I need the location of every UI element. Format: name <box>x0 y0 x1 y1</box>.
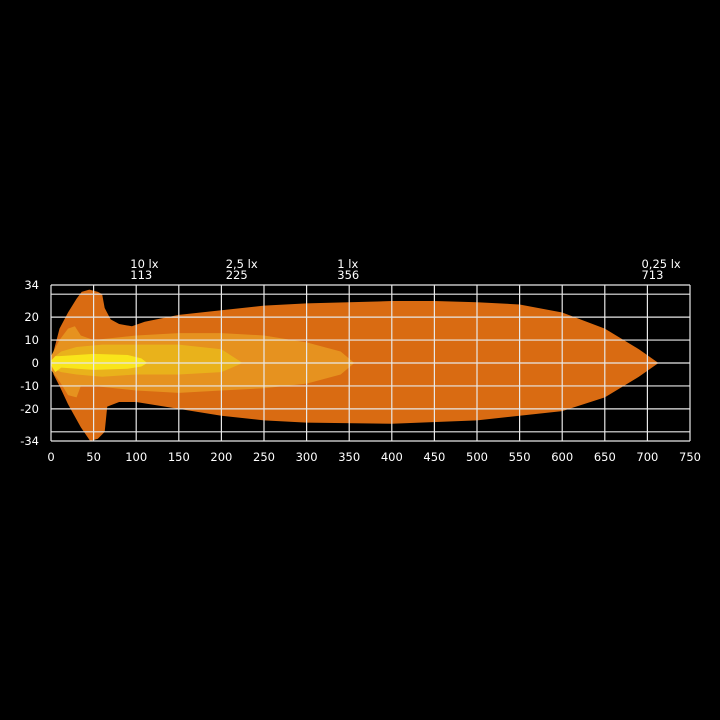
x-tick-label: 250 <box>253 450 275 464</box>
x-tick-label: 200 <box>210 450 232 464</box>
y-tick-label: 20 <box>24 310 39 324</box>
annotation-distance: 225 <box>226 268 248 282</box>
grid <box>50 284 691 442</box>
annotation-distance: 113 <box>130 268 152 282</box>
y-tick-label: 0 <box>32 356 39 370</box>
annotation-distance: 713 <box>641 268 663 282</box>
y-tick-label: 34 <box>24 278 39 292</box>
x-tick-label: 50 <box>86 450 101 464</box>
x-tick-label: 150 <box>168 450 190 464</box>
y-tick-label: 10 <box>24 333 39 347</box>
beam-area-0 <box>51 289 659 441</box>
x-tick-label: 350 <box>338 450 360 464</box>
y-tick-label: -34 <box>20 434 39 448</box>
x-tick-label: 700 <box>636 450 658 464</box>
y-tick-label: -20 <box>20 402 39 416</box>
x-tick-label: 450 <box>423 450 445 464</box>
annotation-lux: 0,25 lx <box>641 257 680 271</box>
x-tick-label: 600 <box>551 450 573 464</box>
x-tick-label: 650 <box>594 450 616 464</box>
annotation-distance: 356 <box>337 268 359 282</box>
labels: 0 50 100 150 200 250 300 350 400 450 500 550 600 650 7… <box>20 257 701 464</box>
y-tick-label: -10 <box>20 379 39 393</box>
x-tick-label: 300 <box>296 450 318 464</box>
annotation-lux: 10 lx <box>130 257 158 271</box>
x-tick-label: 500 <box>466 450 488 464</box>
x-tick-label: 100 <box>125 450 147 464</box>
x-tick-label: 400 <box>381 450 403 464</box>
x-tick-label: 750 <box>679 450 701 464</box>
beam-areas <box>51 289 659 441</box>
x-tick-label: 550 <box>509 450 531 464</box>
x-tick-label: 0 <box>47 450 54 464</box>
annotation-lux: 1 lx <box>337 257 358 271</box>
annotation-lux: 2,5 lx <box>226 257 258 271</box>
